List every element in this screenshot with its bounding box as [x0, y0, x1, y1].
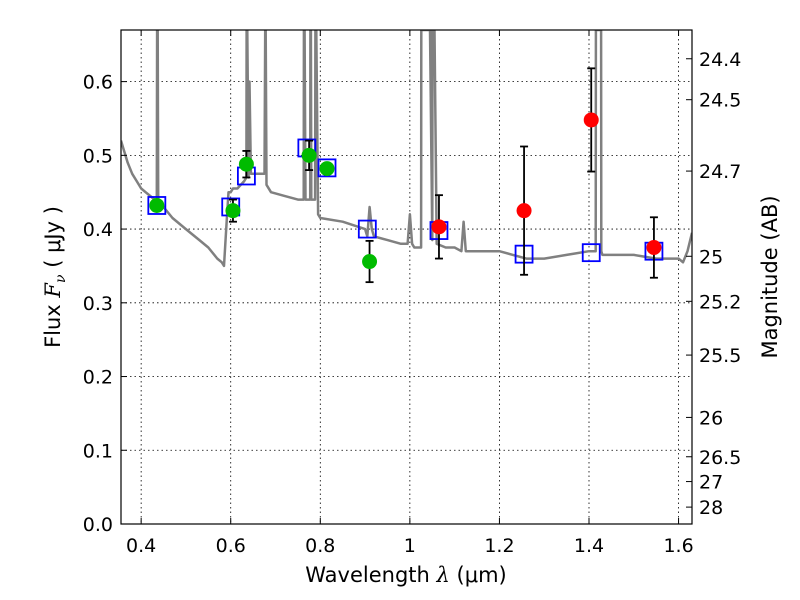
y2-tick-label: 26.5	[699, 447, 741, 469]
y2-tick-label: 27	[699, 472, 723, 494]
y-tick-label: 0.4	[83, 219, 113, 241]
model-photometry-square	[357, 219, 377, 239]
nir-point	[516, 203, 532, 219]
optical-point	[225, 203, 241, 219]
x-axis-label: Wavelength λ (μm)	[305, 563, 506, 587]
y2-tick-label: 25	[699, 246, 723, 268]
observed-points	[149, 112, 662, 270]
x-tick-label: 1.6	[663, 535, 693, 557]
y2-tick-label: 24.7	[699, 161, 741, 183]
x-tick-label: 1	[404, 535, 416, 557]
plot-frame	[120, 29, 693, 525]
optical-point	[238, 156, 254, 172]
x-tick-labels: 0.4 0.6 0.8 1 1.2 1.4 1.6	[126, 535, 694, 557]
y2-tick-labels: 24.4 24.5 24.7 25 25.2 25.5 26 26.5 27 28	[699, 49, 741, 519]
x-tick-label: 0.8	[305, 535, 335, 557]
x-tick-label: 0.4	[126, 535, 156, 557]
y-tick-label: 0.2	[83, 367, 113, 389]
y2-tick-label: 25.2	[699, 291, 741, 313]
model-spectrum-line	[121, 30, 692, 268]
x-tick-label: 0.6	[216, 535, 246, 557]
y-tick-label: 0.0	[83, 514, 113, 536]
axis-ticks	[121, 30, 692, 525]
optical-point	[362, 254, 378, 270]
model-photometry-square	[147, 196, 167, 215]
optical-point	[301, 147, 317, 163]
model-photometry-square	[317, 158, 337, 178]
x-tick-label: 1.4	[574, 535, 604, 557]
y2-axis-label: Magnitude (AB)	[758, 195, 782, 358]
nir-point	[431, 219, 447, 235]
y-axis-label: Flux Fν ( μJy )	[41, 206, 69, 348]
model-photometry-square	[581, 243, 601, 263]
y2-tick-label: 24.5	[699, 90, 741, 112]
model-photometry-points	[147, 138, 664, 264]
y2-tick-label: 28	[699, 497, 723, 519]
x-tick-label: 1.2	[484, 535, 514, 557]
y-tick-label: 0.1	[83, 440, 113, 462]
y-tick-label: 0.5	[83, 145, 113, 167]
optical-point	[149, 197, 165, 213]
optical-point	[319, 161, 335, 177]
y-tick-label: 0.6	[83, 72, 113, 94]
nir-point	[646, 240, 662, 256]
y2-tick-label: 24.4	[699, 49, 741, 71]
y-tick-labels: 0.0 0.1 0.2 0.3 0.4 0.5 0.6	[83, 72, 113, 536]
y2-tick-label: 25.5	[699, 345, 741, 367]
y-tick-label: 0.3	[83, 293, 113, 315]
y2-tick-label: 26	[699, 407, 723, 429]
plot-content	[121, 30, 692, 284]
nir-point	[583, 112, 599, 128]
